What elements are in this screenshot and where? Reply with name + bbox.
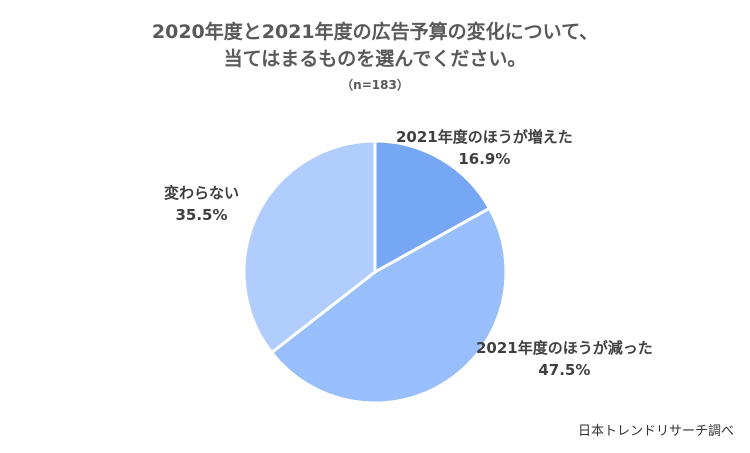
slice-label-decreased-value: 47.5% [538,361,591,379]
slice-label-unchanged-value: 35.5% [175,206,228,224]
chart-title-line-2: 当てはまるものを選んでください。 [223,48,527,70]
pie-slice-unchanged [242,139,377,355]
slice-label-increased: 2021年度のほうが増えた 16.9% [396,126,573,170]
slice-label-decreased-name: 2021年度のほうが減った [476,339,653,357]
slice-label-increased-value: 16.9% [458,150,511,168]
chart-title-line-1: 2020年度と2021年度の広告予算の変化について、 [151,21,599,43]
pie-slice-decreased [270,206,508,405]
slice-label-unchanged: 変わらない 35.5% [164,182,239,226]
slice-label-unchanged-name: 変わらない [164,184,240,202]
slice-label-decreased: 2021年度のほうが減った 47.5% [476,337,653,381]
pie-slice-increased [373,139,491,274]
source-credit: 日本トレンドリサーチ調べ [577,424,734,439]
slice-label-increased-name: 2021年度のほうが増えた [396,128,573,146]
chart-subtitle: （n=183） [341,78,409,92]
